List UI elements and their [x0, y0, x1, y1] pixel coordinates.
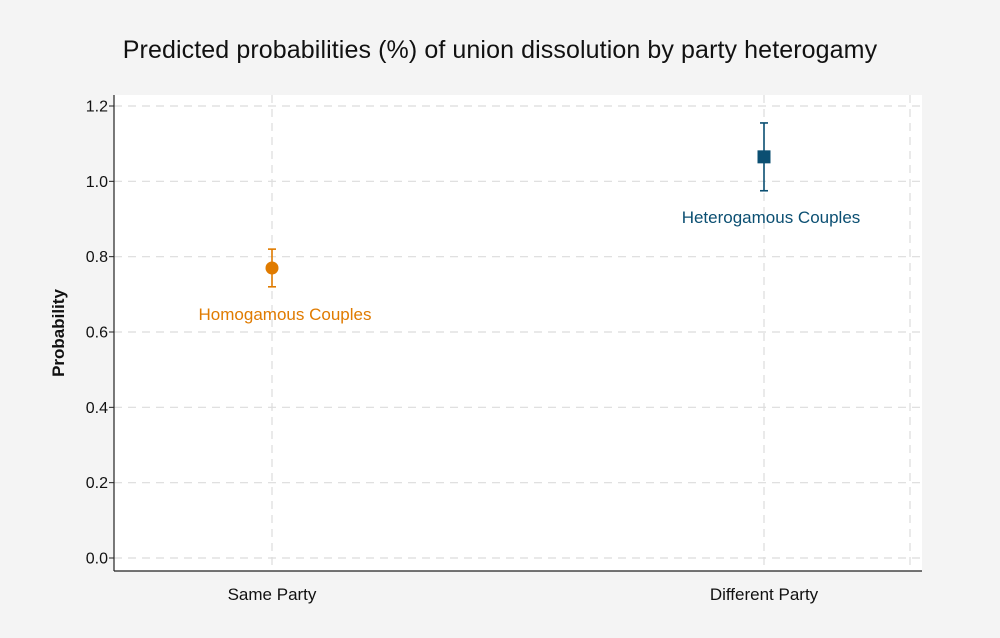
- y-tick-label: 1.2: [86, 99, 108, 116]
- plot-background: [114, 95, 922, 571]
- y-tick-label: 1.0: [86, 174, 108, 191]
- series-label: Homogamous Couples: [199, 305, 372, 324]
- y-tick-label: 0.8: [86, 249, 108, 266]
- x-tick-label: Same Party: [228, 585, 317, 604]
- y-tick-label: 0.2: [86, 475, 108, 492]
- chart-title: Predicted probabilities (%) of union dis…: [122, 36, 878, 64]
- data-point-circle: [265, 261, 279, 275]
- y-tick-label: 0.0: [86, 551, 108, 568]
- series-label: Heterogamous Couples: [682, 208, 861, 227]
- y-axis-title: Probability: [49, 289, 68, 377]
- x-tick-label: Different Party: [710, 585, 819, 604]
- y-tick-label: 0.4: [86, 400, 108, 417]
- y-tick-label: 0.6: [86, 325, 108, 342]
- data-point-square: [757, 150, 771, 164]
